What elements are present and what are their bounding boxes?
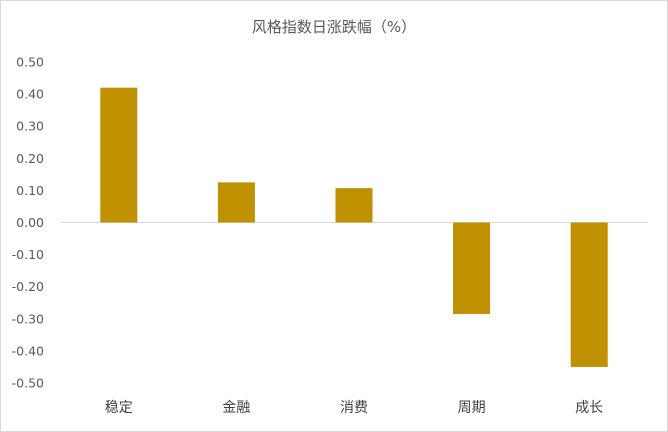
chart-title: 风格指数日涨跌幅（%） (251, 18, 417, 36)
y-tick-label: -0.10 (12, 247, 44, 262)
y-tick-label: 0.30 (16, 119, 44, 134)
bar-1 (217, 182, 255, 223)
bar-2 (335, 188, 373, 223)
y-tick-label: 0.20 (16, 151, 44, 166)
bars (100, 87, 608, 367)
x-category-label: 成长 (575, 400, 603, 416)
x-axis-labels: 稳定 金融 消费 周期 成长 (105, 400, 603, 416)
y-tick-label: -0.30 (12, 311, 44, 326)
y-tick-label: -0.40 (12, 343, 44, 358)
y-tick-label: 0.00 (16, 215, 44, 230)
x-category-label: 周期 (458, 400, 486, 416)
y-tick-label: 0.40 (16, 87, 44, 102)
x-category-label: 稳定 (105, 400, 133, 416)
x-category-label: 金融 (222, 400, 250, 416)
y-tick-label: -0.20 (12, 279, 44, 294)
y-tick-label: -0.50 (12, 376, 44, 391)
y-axis-ticks: 0.50 0.40 0.30 0.20 0.10 0.00 -0.10 -0.20 -0.30 -… (12, 55, 44, 391)
bar-0 (100, 87, 138, 223)
x-category-label: 消费 (340, 400, 368, 416)
bar-4 (570, 222, 608, 367)
y-tick-label: 0.50 (16, 55, 44, 70)
bar-3 (453, 222, 491, 314)
y-tick-label: 0.10 (16, 183, 44, 198)
